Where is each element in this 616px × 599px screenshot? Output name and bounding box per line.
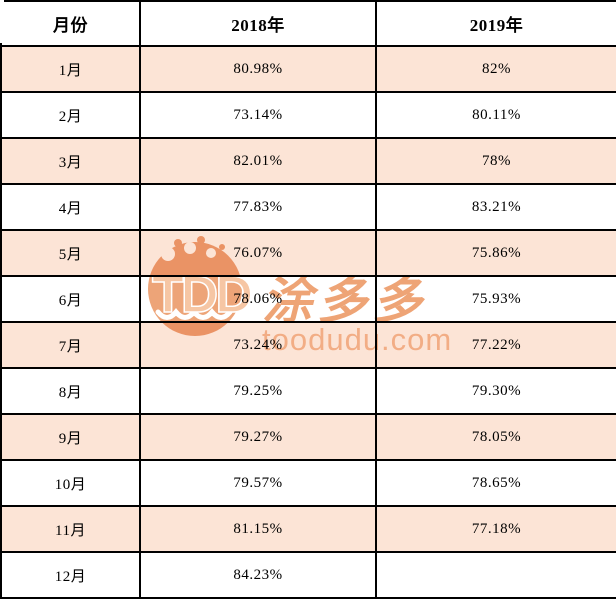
value-cell-2019: 75.86% <box>375 229 616 277</box>
table-top-border-gap <box>0 0 4 2</box>
value-cell-2019 <box>375 551 616 599</box>
value-cell-2019: 83.21% <box>375 183 616 231</box>
month-cell: 7月 <box>0 321 141 369</box>
value-cell-2018: 79.25% <box>139 367 377 415</box>
month-cell: 4月 <box>0 183 141 231</box>
table-row: 5月 76.07% 75.86% <box>0 229 616 277</box>
table-row: 12月 84.23% <box>0 551 616 599</box>
column-header-month: 月份 <box>0 0 141 47</box>
value-cell-2019: 80.11% <box>375 91 616 139</box>
value-cell-2018: 82.01% <box>139 137 377 185</box>
column-header-2018: 2018年 <box>139 0 377 47</box>
table-row: 1月 80.98% 82% <box>0 45 616 93</box>
value-cell-2018: 73.24% <box>139 321 377 369</box>
value-cell-2018: 81.15% <box>139 505 377 553</box>
header-row: 月份 2018年 2019年 <box>0 0 616 47</box>
value-cell-2018: 76.07% <box>139 229 377 277</box>
table-corner-border-gap <box>0 0 2 43</box>
month-cell: 11月 <box>0 505 141 553</box>
month-cell: 2月 <box>0 91 141 139</box>
month-cell: 5月 <box>0 229 141 277</box>
month-cell: 12月 <box>0 551 141 599</box>
column-header-2019: 2019年 <box>375 0 616 47</box>
table-row: 11月 81.15% 77.18% <box>0 505 616 553</box>
table-body: 1月 80.98% 82% 2月 73.14% 80.11% 3月 82.01% 78% 4月 77… <box>0 45 616 599</box>
value-cell-2019: 75.93% <box>375 275 616 323</box>
month-cell: 8月 <box>0 367 141 415</box>
value-cell-2018: 78.06% <box>139 275 377 323</box>
table-row: 3月 82.01% 78% <box>0 137 616 185</box>
value-cell-2018: 79.27% <box>139 413 377 461</box>
value-cell-2019: 78% <box>375 137 616 185</box>
table-row: 7月 73.24% 77.22% <box>0 321 616 369</box>
month-cell: 10月 <box>0 459 141 507</box>
month-cell: 6月 <box>0 275 141 323</box>
table-row: 10月 79.57% 78.65% <box>0 459 616 507</box>
table-row: 9月 79.27% 78.05% <box>0 413 616 461</box>
table-row: 8月 79.25% 79.30% <box>0 367 616 415</box>
value-cell-2019: 77.22% <box>375 321 616 369</box>
value-cell-2019: 78.05% <box>375 413 616 461</box>
value-cell-2018: 77.83% <box>139 183 377 231</box>
value-cell-2019: 77.18% <box>375 505 616 553</box>
value-cell-2018: 80.98% <box>139 45 377 93</box>
value-cell-2018: 73.14% <box>139 91 377 139</box>
table-row: 2月 73.14% 80.11% <box>0 91 616 139</box>
value-cell-2019: 78.65% <box>375 459 616 507</box>
value-cell-2019: 79.30% <box>375 367 616 415</box>
value-cell-2018: 84.23% <box>139 551 377 599</box>
value-cell-2018: 79.57% <box>139 459 377 507</box>
value-cell-2019: 82% <box>375 45 616 93</box>
table-row: 4月 77.83% 83.21% <box>0 183 616 231</box>
month-cell: 3月 <box>0 137 141 185</box>
table-row: 6月 78.06% 75.93% <box>0 275 616 323</box>
month-cell: 9月 <box>0 413 141 461</box>
month-cell: 1月 <box>0 45 141 93</box>
